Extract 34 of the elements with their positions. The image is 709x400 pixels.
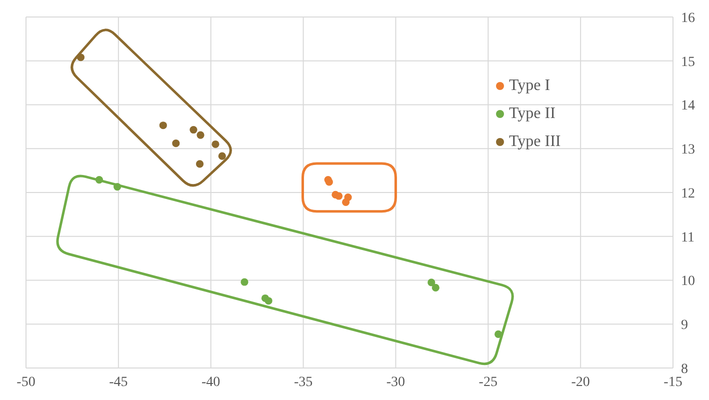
point bbox=[342, 198, 350, 206]
x-tick-label: -25 bbox=[478, 374, 498, 390]
x-tick-label: -20 bbox=[571, 374, 590, 390]
point bbox=[334, 192, 343, 200]
point bbox=[212, 140, 220, 148]
legend-label: Type II bbox=[509, 104, 556, 124]
x-tick-label: -50 bbox=[16, 374, 36, 390]
y-tick-label: 9 bbox=[681, 318, 688, 334]
y-tick-label: 15 bbox=[681, 54, 695, 70]
point bbox=[196, 131, 204, 139]
point bbox=[240, 278, 248, 286]
x-tick-label: -45 bbox=[109, 374, 128, 390]
point bbox=[172, 140, 180, 148]
point bbox=[218, 152, 226, 160]
x-tick-label: -15 bbox=[664, 374, 682, 390]
y-tick-label: 16 bbox=[681, 10, 695, 26]
point bbox=[325, 178, 333, 186]
x-tick-label: -35 bbox=[294, 374, 313, 390]
legend-label: Type III bbox=[509, 132, 561, 152]
y-tick-label: 11 bbox=[681, 230, 694, 246]
point bbox=[196, 160, 204, 168]
x-tick-label: -30 bbox=[386, 374, 406, 390]
y-tick-label: 8 bbox=[681, 362, 688, 377]
y-tick-label: 13 bbox=[681, 142, 695, 158]
point bbox=[432, 284, 440, 292]
point bbox=[159, 122, 167, 130]
legend-label: Type I bbox=[509, 76, 550, 96]
y-tick-label: 14 bbox=[681, 98, 695, 114]
point bbox=[190, 126, 198, 134]
y-tick-label: 12 bbox=[681, 186, 695, 202]
y-tick-label: 10 bbox=[681, 274, 695, 290]
x-tick-label: -40 bbox=[202, 374, 220, 390]
point bbox=[428, 278, 436, 286]
point bbox=[264, 297, 272, 305]
